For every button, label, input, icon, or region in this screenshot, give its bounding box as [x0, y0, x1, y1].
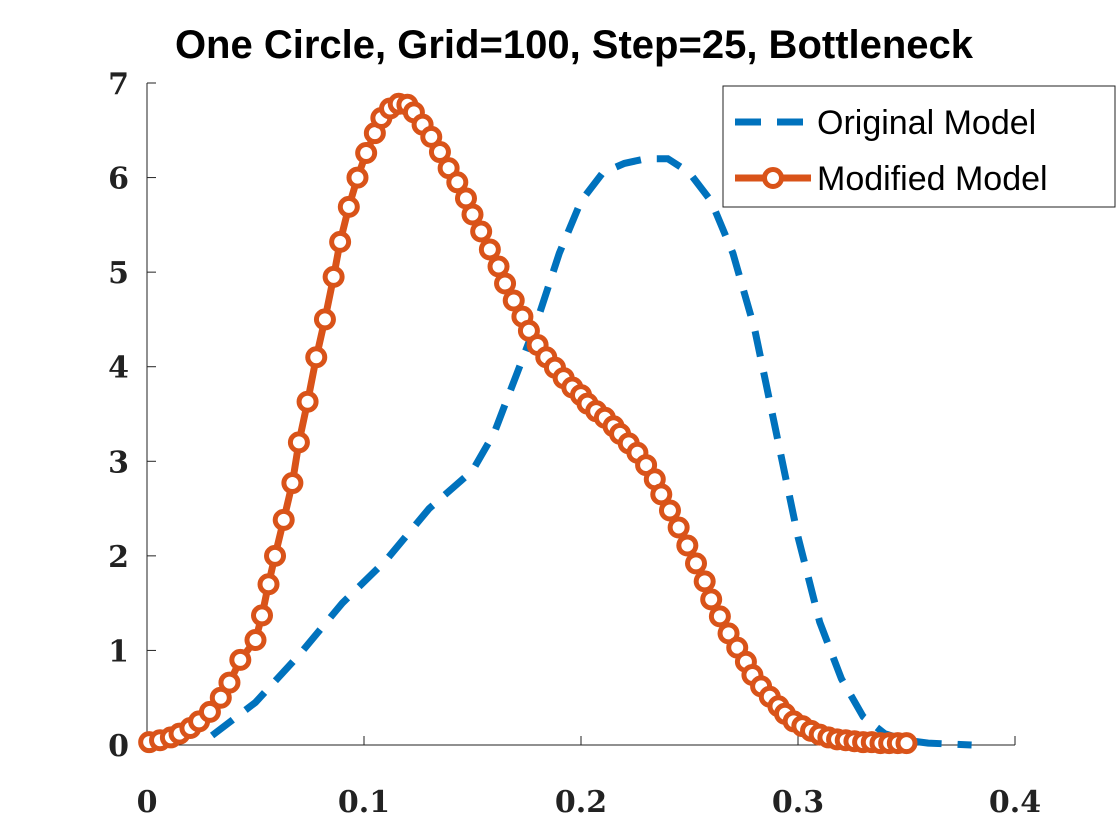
data-point: [296, 390, 319, 413]
data-point: [708, 605, 731, 628]
x-tick-label: 0: [137, 785, 158, 820]
x-tick-label: 0.3: [772, 785, 824, 820]
legend-marker: [762, 167, 784, 189]
data-point: [446, 171, 469, 194]
data-point: [313, 308, 336, 331]
data-point: [667, 516, 690, 539]
data-point: [251, 604, 274, 627]
data-point: [337, 195, 360, 218]
y-tick-label: 7: [108, 67, 129, 102]
legend-label: Original Model: [817, 104, 1036, 142]
data-point: [198, 700, 221, 723]
data-point: [676, 534, 699, 557]
data-point: [257, 573, 280, 596]
data-point: [478, 238, 501, 261]
data-point: [693, 570, 716, 593]
data-point: [494, 272, 517, 295]
data-point: [229, 648, 252, 671]
data-point: [346, 166, 369, 189]
data-point: [281, 472, 304, 495]
data-point: [461, 203, 484, 226]
y-tick-label: 3: [108, 445, 129, 480]
x-tick-label: 0.4: [989, 785, 1041, 820]
y-tick-label: 4: [108, 351, 129, 386]
y-tick-label: 5: [108, 256, 129, 291]
data-point: [272, 508, 295, 531]
legend-box: [722, 85, 1116, 208]
data-point: [685, 552, 708, 575]
data-point: [322, 265, 345, 288]
x-tick-label: 0.1: [338, 785, 390, 820]
y-tick-label: 1: [108, 634, 129, 669]
x-tick-label: 0.2: [555, 785, 607, 820]
data-point: [305, 346, 328, 369]
data-point: [700, 588, 723, 611]
y-tick-label: 2: [108, 540, 129, 575]
data-point: [895, 732, 918, 755]
data-point: [355, 141, 378, 164]
data-point: [650, 483, 673, 506]
chart-title: One Circle, Grid=100, Step=25, Bottlenec…: [175, 23, 974, 67]
data-point: [329, 230, 352, 253]
data-point: [264, 544, 287, 567]
data-point: [287, 431, 310, 454]
y-tick-label: 6: [108, 162, 129, 197]
data-point: [428, 141, 451, 164]
data-point: [244, 629, 267, 652]
data-point: [487, 255, 510, 278]
data-point: [218, 671, 241, 694]
data-point: [470, 220, 493, 243]
data-point: [502, 289, 525, 312]
legend-label: Modified Model: [817, 160, 1048, 198]
data-point: [658, 499, 681, 522]
y-tick-label: 0: [108, 729, 129, 764]
